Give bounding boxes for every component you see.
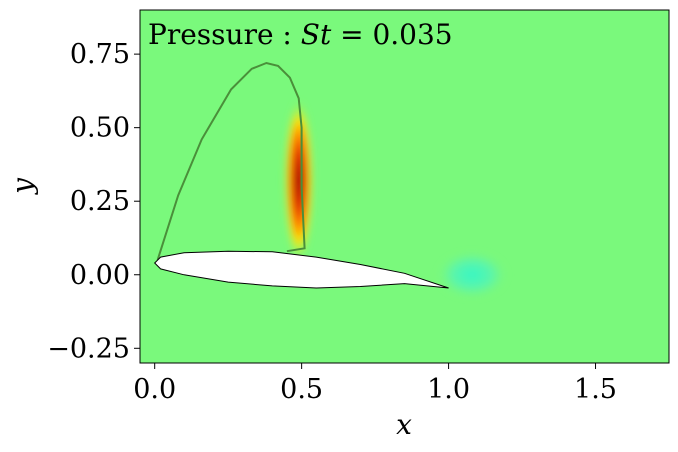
- y-axis-label: y: [6, 177, 39, 196]
- y-tick-label: 0.50: [70, 113, 130, 144]
- plot-background: [140, 10, 669, 363]
- x-tick-label: 0.0: [133, 374, 176, 405]
- y-tick-label: −0.25: [47, 333, 130, 364]
- chart-title-variable: St: [301, 18, 332, 51]
- chart-title: Pressure : St = 0.035: [148, 18, 453, 51]
- plot-frame: [139, 9, 670, 364]
- x-axis-label: x: [396, 408, 412, 441]
- chart-title-suffix: = 0.035: [331, 18, 452, 51]
- x-tick-label: 1.0: [427, 374, 470, 405]
- low-pressure-region: [436, 251, 508, 299]
- x-tick-label: 1.5: [574, 374, 617, 405]
- y-tick-label: 0.75: [70, 39, 130, 70]
- x-tick-label: 0.5: [280, 374, 323, 405]
- high-pressure-region: [284, 98, 314, 263]
- y-tick-label: 0.25: [70, 186, 130, 217]
- vortex-outline: [156, 61, 306, 261]
- chart-title-prefix: Pressure :: [148, 18, 301, 51]
- y-tick-label: 0.00: [70, 260, 130, 291]
- airfoil: [153, 250, 449, 289]
